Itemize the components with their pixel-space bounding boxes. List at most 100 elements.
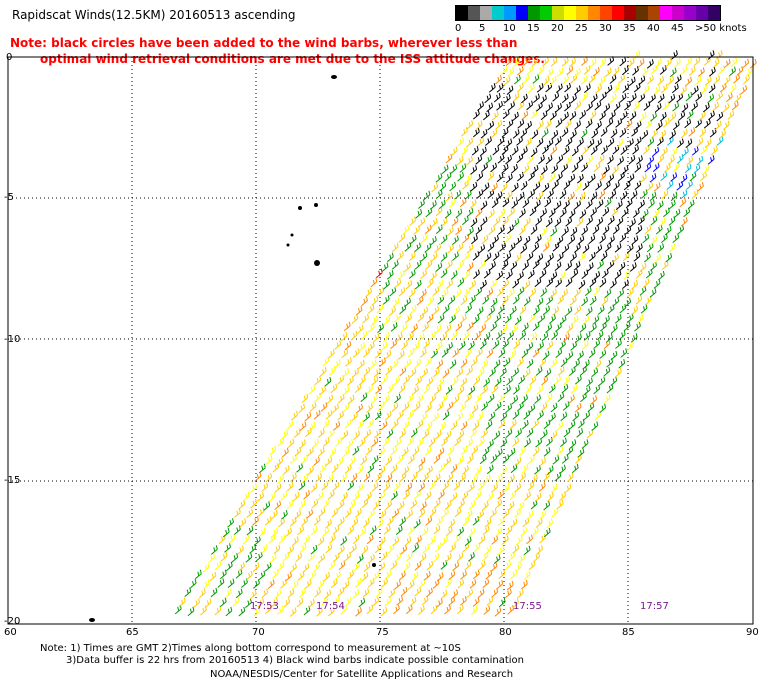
wind-barb [317,536,325,546]
wind-barb [471,474,479,484]
wind-barb [425,403,432,413]
wind-barb [313,456,320,467]
wind-barb [227,518,234,528]
wind-barb [514,456,522,467]
wind-barb [664,58,672,68]
wind-barb [470,181,478,192]
wind-barb [516,136,523,146]
wind-barb [466,366,473,376]
wind-barb [286,481,294,492]
wind-barb [704,76,712,86]
wind-barb [395,332,403,342]
wind-barb [246,525,254,536]
wind-barb [632,145,639,155]
wind-barb [722,102,730,113]
wind-barb [517,286,525,297]
wind-barb [629,218,636,228]
wind-barb [381,374,388,385]
wind-barb [460,377,468,387]
wind-barb [492,251,500,261]
wind-barb [566,65,574,75]
wind-barb [466,262,474,272]
wind-barb [470,165,478,175]
wind-barb [409,368,417,378]
wind-barb [504,233,511,243]
wind-barb [680,189,688,200]
wind-barb [274,483,282,493]
wind-barb [451,216,459,227]
wind-barb [210,545,218,555]
wind-barb [364,429,371,439]
wind-barb [260,544,268,554]
wind-barb [484,93,492,104]
wind-barb [330,578,338,589]
wind-barb [345,357,352,367]
wind-barb [516,82,524,93]
wind-barb [367,304,375,314]
wind-barb [550,227,558,237]
wind-barb [593,271,601,281]
wind-barb [500,65,508,76]
wind-barb [318,553,325,564]
wind-barb [679,197,687,208]
wind-barb [257,492,265,502]
wind-barb [647,155,655,166]
wind-barb [610,376,618,386]
wind-barb [550,271,558,281]
wind-barb [612,144,620,155]
wind-barb [546,67,554,78]
wind-barb [657,154,665,164]
wind-barb [450,330,458,341]
wind-barb [691,189,699,199]
wind-barb [660,83,668,94]
wind-barb [702,102,710,113]
wind-barb [217,578,225,588]
wind-barb [526,534,533,545]
wind-barb [317,428,325,438]
wind-barb [497,136,505,147]
wind-barb [571,163,579,173]
wind-barb [576,428,584,438]
wind-barb [529,287,537,298]
wind-barb [220,551,228,562]
wind-barb [576,154,584,165]
wind-barb [577,448,585,458]
wind-barb [431,348,438,359]
wind-barb [394,580,401,590]
wind-barb [535,102,543,112]
wind-barb [320,402,328,412]
wind-barb [684,118,692,129]
wind-barb [563,375,571,385]
wind-barb [194,569,202,580]
wind-barb [633,50,641,60]
wind-barb [708,67,716,77]
wind-barb [389,286,397,297]
wind-barb [358,342,366,352]
wind-barb [612,181,620,191]
wind-barb [554,375,561,385]
wind-barb [466,588,474,599]
wind-barb [507,288,515,298]
y-tick-2: -10 [4,334,21,345]
wind-barb [420,412,427,422]
wind-barb [707,155,715,165]
wind-barb [399,516,406,527]
wind-barb [583,331,591,341]
wind-barb [541,128,549,138]
wind-barb [460,421,468,431]
wind-barb [337,410,344,421]
wind-barb [350,330,358,341]
wind-barb [589,323,597,333]
wind-barb [508,242,516,253]
wind-barb [566,446,574,456]
wind-barb [681,147,689,157]
wind-barb [464,189,472,200]
wind-barb [237,545,244,555]
wind-barb [589,110,597,120]
wind-barb [429,200,437,210]
wind-barb [612,297,620,307]
wind-barb [617,288,625,299]
legend-swatch [648,6,660,20]
wind-barb [527,269,535,280]
wind-barb [371,375,379,386]
